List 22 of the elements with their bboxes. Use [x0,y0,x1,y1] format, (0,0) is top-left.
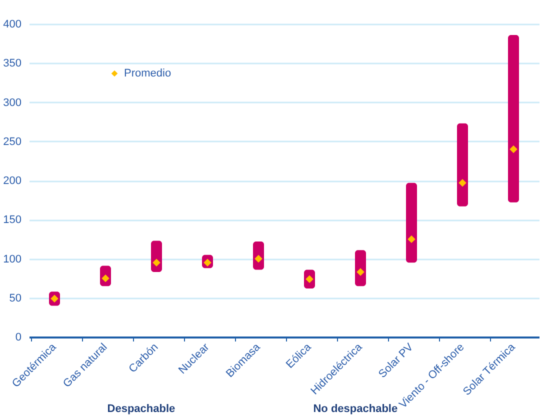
point [152,258,160,267]
y-tick-label: 400 [3,18,22,30]
y-tick-label: 300 [3,96,22,109]
y-tick-label: 0 [15,332,22,344]
bar [406,182,417,263]
bar [508,34,519,202]
y-tick-label: 250 [3,136,22,148]
bar [355,250,366,286]
bar [151,240,162,272]
bar [457,123,468,206]
text: No despachable [313,403,398,415]
text: Despachable [107,403,176,415]
point [408,235,416,244]
y-tick-label: 100 [3,253,22,266]
y-tick-label: 200 [3,175,22,187]
y-tick-label: 350 [3,58,22,70]
point [458,178,466,187]
point [356,268,364,276]
y-tick-label: 150 [3,214,22,226]
legend-label: Promedio [124,68,172,80]
point [510,145,518,154]
y-tick-label: 50 [9,292,22,304]
